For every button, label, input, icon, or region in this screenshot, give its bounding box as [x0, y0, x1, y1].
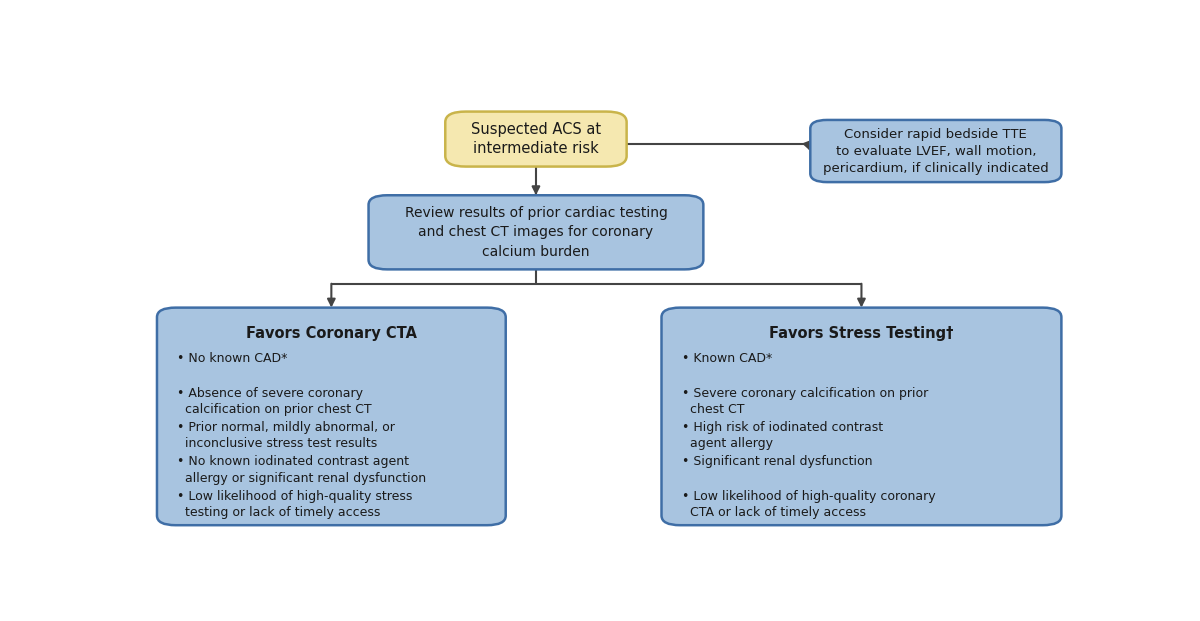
FancyBboxPatch shape [445, 112, 626, 166]
Text: • No known iodinated contrast agent
  allergy or significant renal dysfunction: • No known iodinated contrast agent alle… [178, 455, 426, 485]
Text: • Low likelihood of high-quality stress
  testing or lack of timely access: • Low likelihood of high-quality stress … [178, 490, 413, 519]
Text: • Known CAD*: • Known CAD* [682, 352, 773, 365]
Text: • Severe coronary calcification on prior
  chest CT: • Severe coronary calcification on prior… [682, 386, 929, 416]
Text: Favors Coronary CTA: Favors Coronary CTA [246, 326, 416, 341]
FancyBboxPatch shape [368, 195, 703, 270]
Text: • Absence of severe coronary
  calcification on prior chest CT: • Absence of severe coronary calcificati… [178, 386, 372, 416]
Text: • Significant renal dysfunction: • Significant renal dysfunction [682, 455, 872, 468]
Text: • Prior normal, mildly abnormal, or
  inconclusive stress test results: • Prior normal, mildly abnormal, or inco… [178, 421, 395, 450]
Text: Suspected ACS at
intermediate risk: Suspected ACS at intermediate risk [470, 122, 601, 156]
Text: • No known CAD*: • No known CAD* [178, 352, 288, 365]
FancyBboxPatch shape [810, 120, 1062, 182]
FancyBboxPatch shape [661, 307, 1062, 525]
Text: Favors Stress Testing†: Favors Stress Testing† [769, 326, 954, 341]
Text: • High risk of iodinated contrast
  agent allergy: • High risk of iodinated contrast agent … [682, 421, 883, 450]
Text: Review results of prior cardiac testing
and chest CT images for coronary
calcium: Review results of prior cardiac testing … [404, 206, 667, 259]
FancyBboxPatch shape [157, 307, 505, 525]
Text: • Low likelihood of high-quality coronary
  CTA or lack of timely access: • Low likelihood of high-quality coronar… [682, 490, 936, 519]
Text: Consider rapid bedside TTE
to evaluate LVEF, wall motion,
pericardium, if clinic: Consider rapid bedside TTE to evaluate L… [823, 127, 1049, 175]
